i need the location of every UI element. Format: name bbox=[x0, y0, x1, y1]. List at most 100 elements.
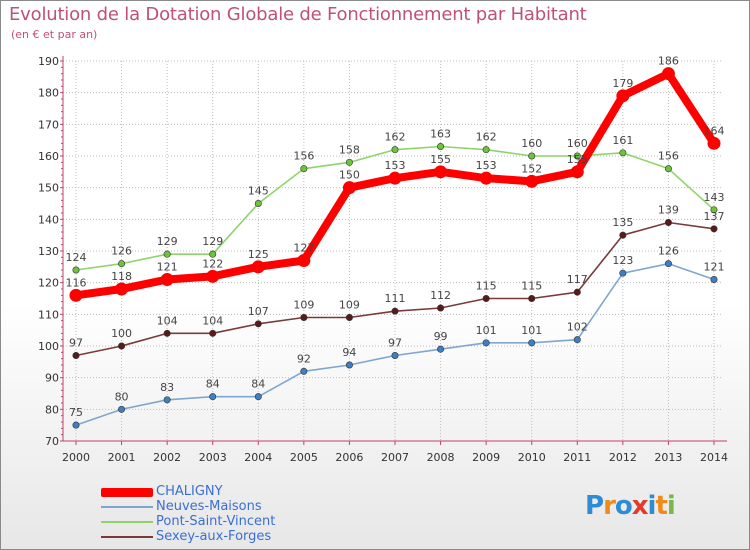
data-label: 104 bbox=[202, 314, 223, 327]
data-label: 101 bbox=[521, 324, 542, 337]
x-tick-label: 2003 bbox=[199, 451, 227, 464]
data-point bbox=[619, 231, 627, 239]
data-point bbox=[528, 152, 536, 160]
data-label: 127 bbox=[293, 242, 314, 255]
x-tick-label: 2013 bbox=[654, 451, 682, 464]
logo-letter: i bbox=[647, 491, 657, 521]
data-label: 102 bbox=[567, 321, 588, 334]
data-point bbox=[573, 152, 581, 160]
data-label: 129 bbox=[157, 235, 178, 248]
x-tick-label: 2006 bbox=[335, 451, 363, 464]
data-point bbox=[163, 396, 171, 404]
data-point bbox=[434, 165, 448, 179]
data-point bbox=[300, 313, 308, 321]
data-label: 99 bbox=[434, 330, 448, 343]
data-point bbox=[525, 174, 539, 188]
data-label: 115 bbox=[521, 280, 542, 293]
data-point bbox=[479, 171, 493, 185]
legend-swatch bbox=[101, 487, 153, 497]
data-label: 161 bbox=[612, 134, 633, 147]
data-label: 109 bbox=[293, 299, 314, 312]
y-tick-label: 170 bbox=[38, 118, 59, 131]
data-point bbox=[570, 165, 584, 179]
data-point bbox=[391, 351, 399, 359]
data-point bbox=[115, 282, 129, 296]
x-tick-label: 2012 bbox=[609, 451, 637, 464]
data-label: 160 bbox=[521, 137, 542, 150]
y-tick-label: 70 bbox=[45, 435, 59, 448]
data-label: 92 bbox=[297, 352, 311, 365]
data-point bbox=[254, 200, 262, 208]
data-label: 156 bbox=[658, 150, 679, 163]
logo-letter: i bbox=[666, 491, 676, 521]
y-tick-label: 90 bbox=[45, 372, 59, 385]
legend-label: Pont-Saint-Vincent bbox=[156, 514, 276, 529]
data-label: 156 bbox=[293, 150, 314, 163]
data-point bbox=[251, 260, 265, 274]
data-label: 122 bbox=[202, 257, 223, 270]
data-point bbox=[118, 342, 126, 350]
data-point bbox=[391, 146, 399, 154]
data-point bbox=[300, 367, 308, 375]
data-label: 126 bbox=[111, 245, 132, 258]
data-label: 152 bbox=[521, 162, 542, 175]
data-label: 129 bbox=[202, 235, 223, 248]
data-label: 75 bbox=[69, 406, 83, 419]
data-label: 97 bbox=[388, 337, 402, 350]
x-tick-label: 2011 bbox=[563, 451, 591, 464]
data-point bbox=[616, 89, 630, 103]
data-point bbox=[573, 336, 581, 344]
legend-label: CHALIGNY bbox=[156, 484, 223, 499]
data-label: 155 bbox=[430, 153, 451, 166]
data-label: 179 bbox=[612, 77, 633, 90]
data-point bbox=[254, 393, 262, 401]
data-point bbox=[528, 294, 536, 302]
data-label: 137 bbox=[704, 210, 725, 223]
data-label: 115 bbox=[476, 280, 497, 293]
logo-letter: o bbox=[614, 491, 633, 521]
data-point bbox=[72, 266, 80, 274]
data-label: 153 bbox=[476, 159, 497, 172]
data-point bbox=[707, 136, 721, 150]
y-tick-label: 180 bbox=[38, 87, 59, 100]
data-point bbox=[345, 158, 353, 166]
data-label: 162 bbox=[476, 131, 497, 144]
data-label: 125 bbox=[248, 248, 269, 261]
data-point bbox=[664, 260, 672, 268]
legend-swatch bbox=[101, 521, 153, 523]
data-label: 153 bbox=[385, 159, 406, 172]
y-tick-label: 110 bbox=[38, 308, 59, 321]
data-point bbox=[300, 165, 308, 173]
data-point bbox=[619, 269, 627, 277]
data-point bbox=[297, 254, 311, 267]
proxiti-logo: Proxiti bbox=[585, 491, 676, 521]
data-point bbox=[482, 339, 490, 347]
y-tick-label: 120 bbox=[38, 277, 59, 290]
x-tick-label: 2010 bbox=[518, 451, 546, 464]
data-label: 121 bbox=[704, 261, 725, 274]
legend-label: Sexey-aux-Forges bbox=[156, 529, 272, 544]
data-point bbox=[619, 149, 627, 157]
data-label: 164 bbox=[704, 124, 725, 137]
data-label: 100 bbox=[111, 327, 132, 340]
y-tick-label: 150 bbox=[38, 182, 59, 195]
y-tick-label: 130 bbox=[38, 245, 59, 258]
y-tick-label: 160 bbox=[38, 150, 59, 163]
data-point bbox=[163, 329, 171, 337]
data-point bbox=[482, 146, 490, 154]
data-point bbox=[209, 393, 217, 401]
data-point bbox=[664, 165, 672, 173]
data-point bbox=[573, 288, 581, 296]
chart-subtitle: (en € et par an) bbox=[11, 28, 98, 41]
data-label: 186 bbox=[658, 55, 679, 68]
data-point bbox=[209, 250, 217, 258]
x-tick-label: 2009 bbox=[472, 451, 500, 464]
logo-letter: t bbox=[655, 491, 667, 521]
data-point bbox=[710, 225, 718, 233]
data-label: 123 bbox=[612, 254, 633, 267]
data-label: 84 bbox=[206, 378, 220, 391]
logo-letter: P bbox=[585, 491, 604, 521]
data-label: 158 bbox=[339, 143, 360, 156]
data-label: 112 bbox=[430, 289, 451, 302]
